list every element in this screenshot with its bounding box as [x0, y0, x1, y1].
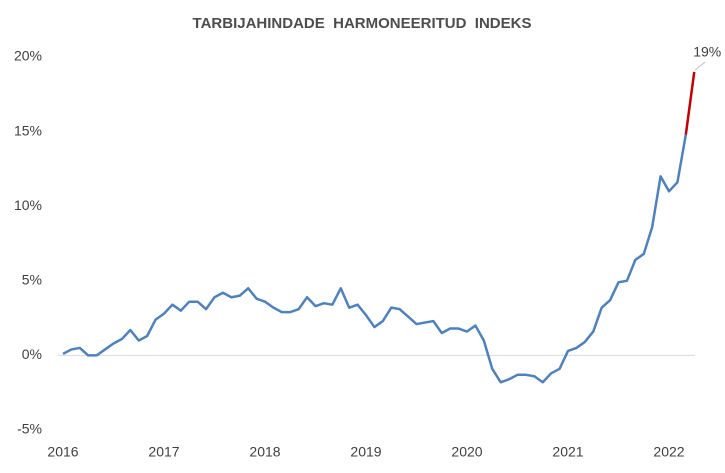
line-series [684, 71, 696, 135]
x-tick-label: 2020 [451, 444, 482, 460]
x-tick-label: 2019 [350, 444, 381, 460]
x-tick-label: 2021 [552, 444, 583, 460]
y-tick-label: 15% [14, 122, 42, 138]
x-tick-label: 2022 [653, 444, 684, 460]
x-tick-label: 2018 [249, 444, 280, 460]
y-tick-label: 0% [22, 346, 42, 362]
y-tick-label: 10% [14, 197, 42, 213]
x-tick-label: 2016 [47, 444, 78, 460]
line-series [62, 134, 688, 384]
y-tick-label: 20% [14, 48, 42, 64]
y-tick-label: 5% [22, 272, 42, 288]
data-label: 19% [693, 44, 721, 60]
chart-title: TARBIJAHINDADE HARMONEERITUD INDEKS [193, 15, 532, 32]
y-tick-label: -5% [17, 421, 42, 437]
x-tick-label: 2017 [148, 444, 179, 460]
leader-line [694, 61, 706, 71]
